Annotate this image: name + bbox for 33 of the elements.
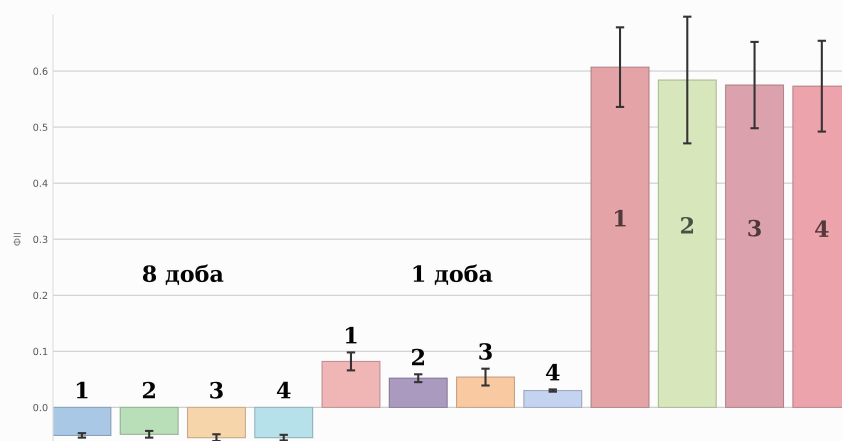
bar xyxy=(388,378,448,408)
annotation: 3 xyxy=(210,382,223,399)
annotation: 4 xyxy=(546,364,560,380)
bar xyxy=(658,79,717,408)
annotation: 1 xyxy=(615,210,626,226)
bar xyxy=(120,406,179,435)
y-tick-label: 0.6 xyxy=(33,68,48,75)
y-axis-title: ФІІ xyxy=(14,233,21,246)
bar xyxy=(725,84,784,408)
bar xyxy=(186,406,246,438)
y-tick-label: 0.1 xyxy=(33,348,48,356)
annotation: 2 xyxy=(142,382,155,398)
annotation: 3 xyxy=(479,343,492,360)
annotation: 1 xyxy=(346,326,356,344)
y-tick-label: 0.0 xyxy=(33,404,48,412)
annotation: 4 xyxy=(276,382,291,398)
annotation: 1 xyxy=(76,382,88,398)
annotation: 2 xyxy=(681,216,694,234)
bar xyxy=(456,376,515,408)
y-tick-label: 0.2 xyxy=(33,292,48,300)
annotation: 3 xyxy=(748,220,761,237)
annotation: 8 доба xyxy=(142,264,224,285)
bar xyxy=(53,406,112,436)
annotation: 1 доба xyxy=(414,264,492,285)
annotation: 4 xyxy=(815,220,829,237)
y-tick-label: 0.4 xyxy=(33,180,48,187)
y-tick-label: 0.5 xyxy=(33,124,48,131)
bar xyxy=(523,390,582,408)
bar xyxy=(254,406,314,438)
bar xyxy=(322,360,380,408)
bar xyxy=(590,66,650,408)
y-tick-label: 0.3 xyxy=(33,236,48,244)
annotation: 2 xyxy=(412,348,424,366)
